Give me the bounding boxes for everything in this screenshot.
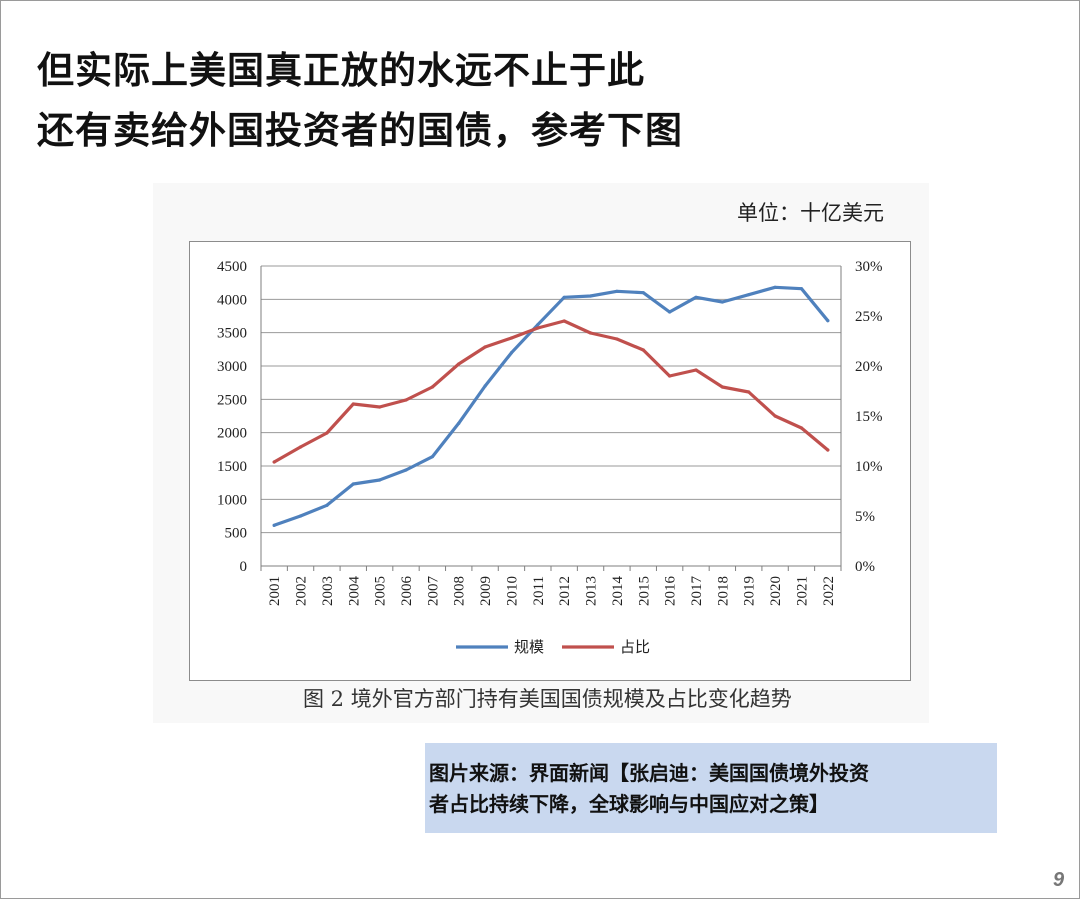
series-1-point bbox=[747, 293, 751, 297]
series-2-point bbox=[272, 460, 276, 464]
x-tick-label: 2012 bbox=[557, 576, 573, 606]
series-2-point bbox=[404, 398, 408, 402]
series-line-2 bbox=[272, 319, 830, 464]
series-1-point bbox=[799, 287, 804, 291]
y-right-tick-label: 0% bbox=[855, 559, 875, 575]
series-2-point bbox=[536, 326, 540, 330]
series-2-point bbox=[641, 348, 645, 352]
x-tick-label: 2021 bbox=[794, 576, 810, 606]
series-2-point bbox=[799, 426, 804, 430]
series-1-point bbox=[588, 294, 593, 298]
series-1-point bbox=[325, 503, 329, 507]
series-1-point bbox=[430, 455, 434, 459]
series-2-point bbox=[430, 385, 434, 389]
y-left-tick-label: 500 bbox=[225, 526, 248, 542]
series-1-point bbox=[562, 295, 566, 299]
x-tick-label: 2011 bbox=[531, 576, 547, 605]
series-1-point bbox=[351, 482, 355, 486]
series-2-point bbox=[509, 336, 514, 340]
series-1-point bbox=[826, 319, 830, 323]
series-1-point bbox=[457, 421, 461, 425]
series-1-point bbox=[509, 351, 514, 355]
series-1-point bbox=[483, 384, 487, 388]
series-1-point bbox=[272, 523, 276, 527]
headline-line-2: 还有卖给外国投资者的国债，参考下图 bbox=[37, 109, 683, 152]
source-line-2: 者占比持续下降，全球影响与中国应对之策】 bbox=[429, 792, 829, 816]
series-2-point bbox=[378, 405, 382, 409]
y-left-tick-label: 4500 bbox=[217, 259, 247, 275]
y-left-tick-label: 1500 bbox=[217, 459, 247, 475]
source-note: 图片来源：界面新闻【张启迪：美国国债境外投资 者占比持续下降，全球影响与中国应对… bbox=[425, 743, 997, 833]
y-right-tick-label: 15% bbox=[855, 409, 883, 425]
x-tick-label: 2018 bbox=[715, 576, 731, 606]
x-tick-label: 2014 bbox=[610, 576, 626, 607]
series-2-point bbox=[694, 368, 698, 372]
series-1-point bbox=[298, 514, 303, 518]
x-tick-label: 2017 bbox=[689, 576, 705, 607]
x-tick-label: 2008 bbox=[452, 576, 468, 606]
x-tick-label: 2020 bbox=[768, 576, 784, 606]
series-line-1 bbox=[272, 285, 830, 527]
headline-line-1: 但实际上美国真正放的水远不止于此 bbox=[37, 49, 645, 92]
series-2-point bbox=[483, 345, 487, 349]
series-1-point bbox=[536, 323, 540, 327]
y-left-tick-label: 1000 bbox=[217, 492, 247, 508]
y-right-tick-label: 5% bbox=[855, 509, 875, 525]
y-left-tick-label: 3000 bbox=[217, 359, 247, 375]
series-2-point bbox=[615, 337, 619, 341]
legend-label-1: 规模 bbox=[514, 638, 544, 656]
series-2-point bbox=[747, 390, 751, 394]
series-2-point bbox=[298, 445, 303, 449]
series-2-point bbox=[826, 448, 830, 452]
series-2-point bbox=[457, 362, 461, 366]
series-1-point bbox=[694, 295, 698, 299]
y-right-tick-label: 30% bbox=[855, 259, 883, 275]
legend-label-2: 占比 bbox=[620, 638, 650, 656]
y-right-tick-label: 25% bbox=[855, 309, 883, 325]
x-tick-label: 2009 bbox=[478, 576, 494, 606]
series-2-point bbox=[720, 385, 724, 389]
figure-caption: 图 2 境外官方部门持有美国国债规模及占比变化趋势 bbox=[303, 687, 792, 711]
series-2-point bbox=[325, 431, 329, 435]
series-2-point bbox=[773, 414, 777, 418]
page-number: 9 bbox=[1053, 869, 1065, 891]
x-tick-label: 2005 bbox=[373, 576, 389, 606]
series-1-point bbox=[641, 291, 645, 295]
series-1-point bbox=[378, 478, 382, 482]
series-1-point bbox=[615, 289, 619, 293]
x-tick-label: 2022 bbox=[821, 576, 837, 606]
series-2-point bbox=[351, 402, 355, 406]
x-tick-label: 2007 bbox=[425, 576, 441, 607]
x-tick-label: 2001 bbox=[267, 576, 283, 606]
headline: 但实际上美国真正放的水远不止于此 还有卖给外国投资者的国债，参考下图 bbox=[37, 41, 683, 161]
x-tick-label: 2016 bbox=[663, 576, 679, 607]
y-left-tick-label: 3500 bbox=[217, 326, 247, 342]
series-1-point bbox=[773, 285, 777, 289]
y-right-tick-label: 20% bbox=[855, 359, 883, 375]
x-tick-label: 2013 bbox=[584, 576, 600, 606]
x-tick-label: 2006 bbox=[399, 576, 415, 607]
y-right-tick-label: 10% bbox=[855, 459, 883, 475]
chart-frame: 0 500 1000 1500 2000 2500 3000 3500 4000 4500 0% 5%… bbox=[189, 241, 911, 681]
chart-svg: 0 500 1000 1500 2000 2500 3000 3500 4000 4500 0% 5%… bbox=[217, 259, 883, 656]
x-tick-label: 2015 bbox=[636, 576, 652, 606]
x-tick-label: 2019 bbox=[742, 576, 758, 606]
series-2-point bbox=[562, 319, 566, 323]
series-1-point bbox=[720, 300, 724, 304]
x-tick-label: 2004 bbox=[346, 576, 362, 607]
y-left-tick-label: 2000 bbox=[217, 426, 247, 442]
x-tick-label: 2010 bbox=[504, 576, 520, 606]
series-1-point bbox=[404, 468, 408, 472]
series-2-point bbox=[588, 331, 593, 335]
y-left-tick-label: 4000 bbox=[217, 292, 247, 308]
series-1-point bbox=[668, 310, 672, 314]
y-left-tick-label: 0 bbox=[240, 559, 248, 575]
source-line-1: 图片来源：界面新闻【张启迪：美国国债境外投资 bbox=[429, 761, 869, 785]
unit-label: 单位：十亿美元 bbox=[737, 201, 884, 225]
y-left-tick-label: 2500 bbox=[217, 392, 247, 408]
x-tick-label: 2002 bbox=[294, 576, 310, 606]
x-tick-label: 2003 bbox=[320, 576, 336, 606]
series-2-point bbox=[668, 374, 672, 378]
